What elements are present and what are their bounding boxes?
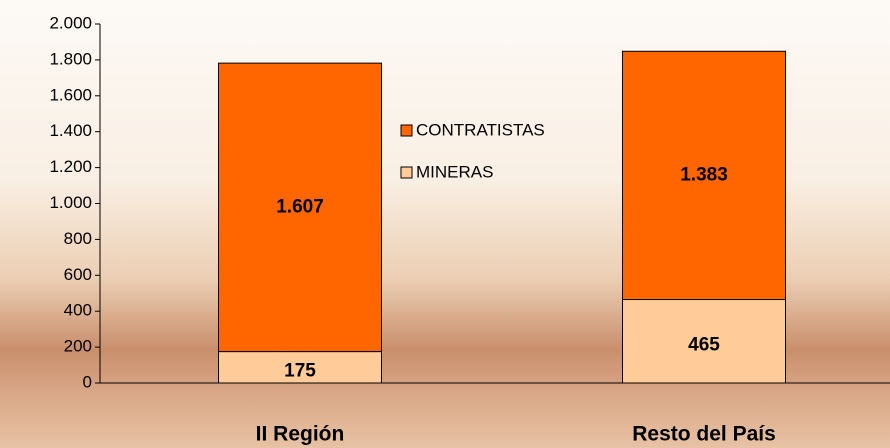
value-label: 465 xyxy=(688,334,720,355)
legend-swatch xyxy=(401,167,412,178)
legend-label: CONTRATISTAS xyxy=(416,120,545,139)
chart: 0 200 400 600 800 1.000 1.200 1.400 1.600 1.800 2.… xyxy=(0,0,890,448)
y-tick-label: 2.000 xyxy=(49,13,92,32)
y-tick-label: 400 xyxy=(64,301,92,320)
page: 0 200 400 600 800 1.000 1.200 1.400 1.600 1.800 2.… xyxy=(0,0,890,448)
y-tick-label: 1.400 xyxy=(49,121,92,140)
value-label: 1.383 xyxy=(680,164,728,185)
x-tick-label: II Región xyxy=(256,423,345,446)
y-tick-label: 1.200 xyxy=(49,157,92,176)
y-tick-label: 600 xyxy=(64,265,92,284)
x-tick-label: Resto del País xyxy=(632,423,776,446)
legend-label: MINERAS xyxy=(416,162,493,181)
value-label: 175 xyxy=(284,360,316,381)
y-tick-label: 1.600 xyxy=(49,85,92,104)
y-tick-label: 200 xyxy=(64,337,92,356)
y-tick-label: 1.800 xyxy=(49,49,92,68)
y-tick-label: 1.000 xyxy=(49,193,92,212)
y-tick-label: 0 xyxy=(83,372,92,391)
legend-swatch xyxy=(401,125,412,136)
value-label: 1.607 xyxy=(276,196,324,217)
y-tick-label: 800 xyxy=(64,229,92,248)
